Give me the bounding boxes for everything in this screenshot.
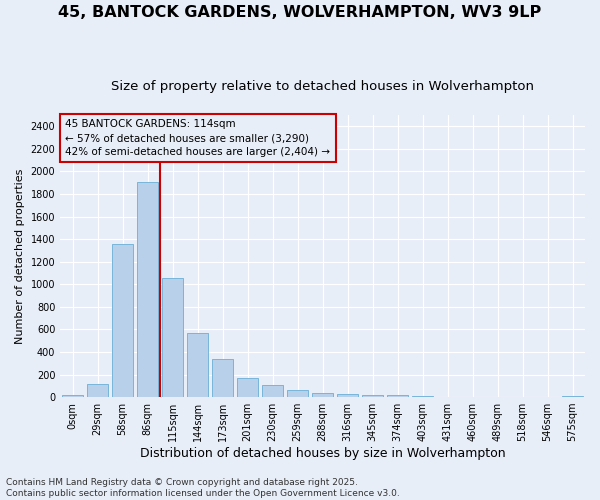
Text: 45, BANTOCK GARDENS, WOLVERHAMPTON, WV3 9LP: 45, BANTOCK GARDENS, WOLVERHAMPTON, WV3 … xyxy=(58,5,542,20)
Text: Contains HM Land Registry data © Crown copyright and database right 2025.
Contai: Contains HM Land Registry data © Crown c… xyxy=(6,478,400,498)
Bar xyxy=(387,396,408,397)
Title: Size of property relative to detached houses in Wolverhampton: Size of property relative to detached ho… xyxy=(111,80,534,93)
Bar xyxy=(237,378,258,397)
Bar xyxy=(187,334,208,397)
Bar xyxy=(437,396,458,397)
Bar xyxy=(87,384,108,397)
Bar xyxy=(562,396,583,397)
Bar xyxy=(362,395,383,397)
Bar xyxy=(312,393,333,397)
Bar xyxy=(287,390,308,397)
Bar xyxy=(62,396,83,397)
Bar xyxy=(337,394,358,397)
Bar xyxy=(212,360,233,397)
Bar xyxy=(412,396,433,397)
Bar xyxy=(262,384,283,397)
Y-axis label: Number of detached properties: Number of detached properties xyxy=(15,168,25,344)
Text: 45 BANTOCK GARDENS: 114sqm
← 57% of detached houses are smaller (3,290)
42% of s: 45 BANTOCK GARDENS: 114sqm ← 57% of deta… xyxy=(65,119,331,157)
Bar xyxy=(137,182,158,397)
Bar xyxy=(162,278,183,397)
X-axis label: Distribution of detached houses by size in Wolverhampton: Distribution of detached houses by size … xyxy=(140,447,505,460)
Bar xyxy=(112,244,133,397)
